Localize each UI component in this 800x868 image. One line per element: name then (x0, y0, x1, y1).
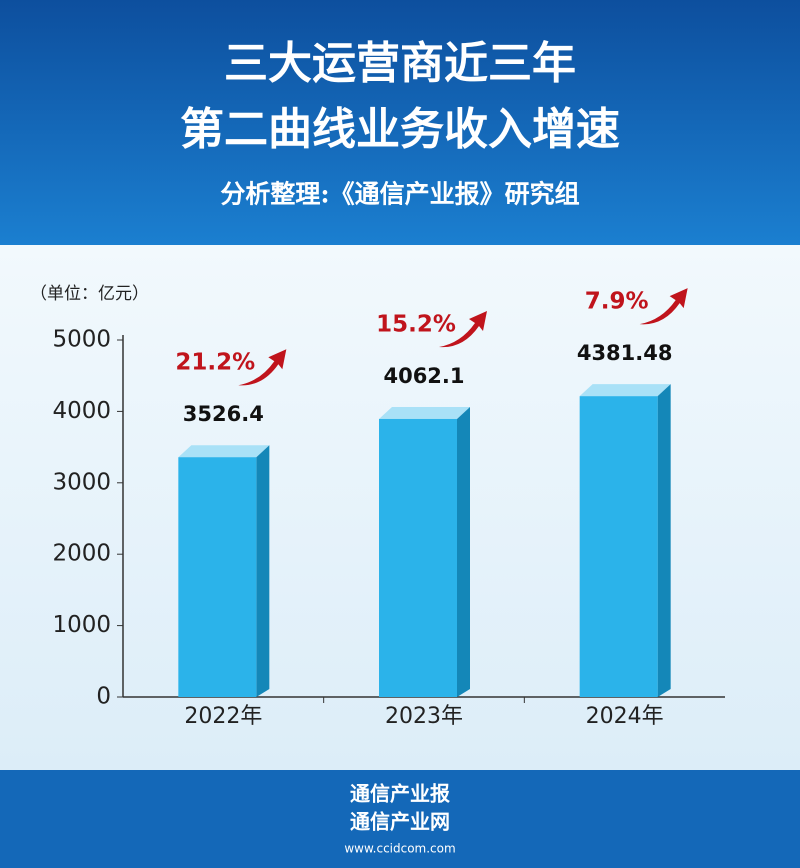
growth-arrow (439, 310, 487, 348)
x-tick-label: 2024年 (586, 704, 664, 729)
bar-top (579, 384, 671, 397)
header-band (0, 0, 800, 245)
bar-side (256, 445, 270, 697)
y-tick-label: 5000 (52, 327, 111, 353)
growth-label: 7.9% (585, 289, 649, 315)
y-tick-label: 0 (96, 684, 111, 710)
footer-text: 通信产业报 (350, 782, 450, 806)
y-tick-label: 1000 (52, 612, 111, 638)
growth-arrow (238, 349, 287, 386)
bar-side (657, 384, 671, 697)
chart-title: 第二曲线业务收入增速 (180, 104, 620, 155)
bar-top (379, 406, 470, 419)
x-tick-label: 2023年 (385, 704, 463, 729)
footer-text: 通信产业网 (350, 810, 450, 834)
data-label: 4062.1 (383, 364, 464, 388)
growth-label: 15.2% (376, 311, 456, 337)
bar (579, 396, 658, 697)
growth-label: 21.2% (175, 350, 255, 376)
footer-band (0, 770, 800, 868)
x-tick-label: 2022年 (184, 704, 262, 729)
bar (178, 457, 257, 697)
bar (379, 418, 457, 697)
chart-title: 三大运营商近三年 (224, 38, 576, 89)
chart-subtitle: 分析整理:《通信产业报》研究组 (220, 180, 579, 209)
y-tick-label: 3000 (52, 469, 111, 495)
growth-arrow (639, 288, 688, 325)
unit-label: （单位：亿元） (30, 284, 149, 304)
bar-top (178, 445, 270, 458)
bar-side (457, 406, 470, 697)
y-tick-label: 4000 (52, 398, 111, 424)
y-tick-label: 2000 (52, 541, 111, 567)
footer-url: www.ccidcom.com (344, 842, 455, 856)
data-label: 4381.48 (577, 341, 673, 365)
data-label: 3526.4 (183, 402, 264, 426)
